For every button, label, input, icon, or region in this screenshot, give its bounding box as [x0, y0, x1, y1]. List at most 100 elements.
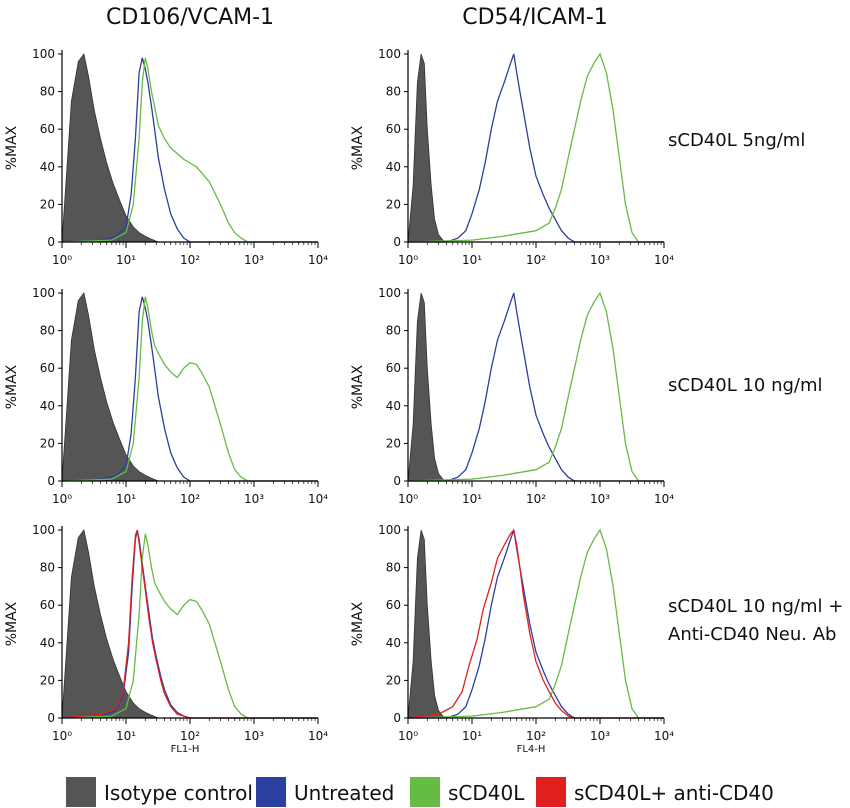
- series-isotype-area: [407, 292, 447, 482]
- series-untreated-line: [408, 529, 664, 719]
- legend: Isotype control Untreated sCD40L sCD40L+…: [66, 777, 774, 807]
- series-untreated-line: [408, 53, 664, 243]
- x-tick-label: 10³: [244, 492, 264, 506]
- x-tick-label: 10¹: [462, 492, 482, 506]
- row-label-3-line-2: Anti-CD40 Neu. Ab: [668, 624, 836, 645]
- x-tick-label: 10¹: [116, 729, 136, 743]
- y-axis-label: %MAX: [4, 364, 20, 409]
- x-tick-label: 10³: [590, 492, 610, 506]
- x-tick-label: 10⁴: [654, 492, 674, 506]
- y-tick-label: 0: [393, 474, 401, 488]
- x-tick-label: 10²: [180, 492, 200, 506]
- x-tick-label: 10¹: [462, 729, 482, 743]
- x-axis-label: FL1-H: [171, 744, 200, 755]
- series-isotype-area: [407, 53, 447, 243]
- series-anti-line: [407, 528, 664, 719]
- y-tick-label: 0: [47, 235, 55, 249]
- x-tick-label: 10²: [526, 253, 546, 267]
- legend-swatch-anti-cd40: [536, 777, 566, 807]
- y-axis-label: %MAX: [350, 125, 366, 170]
- series-isotype-area: [407, 529, 447, 719]
- y-tick-label: 80: [40, 85, 55, 99]
- x-tick-label: 10⁴: [308, 492, 328, 506]
- y-tick-label: 20: [386, 197, 401, 211]
- y-tick-label: 60: [386, 598, 401, 612]
- x-tick-label: 10³: [590, 729, 610, 743]
- row-label-1: sCD40L 5ng/ml: [668, 130, 805, 151]
- row-label-3-line-1: sCD40L 10 ng/ml +: [668, 596, 843, 617]
- column-title-vcam: CD106/VCAM-1: [106, 5, 274, 30]
- legend-label-untreated: Untreated: [294, 781, 394, 805]
- x-tick-label: 10⁴: [654, 729, 674, 743]
- y-tick-label: 40: [386, 636, 401, 650]
- y-tick-label: 100: [378, 523, 401, 537]
- y-axis-label: %MAX: [350, 364, 366, 409]
- series-isotype-area: [61, 529, 159, 719]
- y-tick-label: 40: [40, 636, 55, 650]
- y-tick-label: 80: [386, 561, 401, 575]
- x-tick-label: 10⁰: [52, 729, 72, 743]
- y-tick-label: 60: [40, 361, 55, 375]
- panel-3: 0 20 40 60 80 100 10⁰ 10¹ 10² 10³ 10⁴ %MAX: [4, 286, 328, 506]
- legend-label-isotype: Isotype control: [104, 781, 253, 805]
- y-tick-label: 100: [32, 286, 55, 300]
- y-tick-label: 80: [40, 324, 55, 338]
- x-tick-label: 10¹: [116, 492, 136, 506]
- x-tick-label: 10²: [526, 729, 546, 743]
- y-tick-label: 60: [40, 122, 55, 136]
- legend-label-anti-cd40: sCD40L+ anti-CD40: [574, 781, 774, 805]
- y-axis-label: %MAX: [4, 601, 20, 646]
- y-axis-label: %MAX: [350, 601, 366, 646]
- x-axis-label: FL4-H: [517, 744, 546, 755]
- y-tick-label: 80: [386, 324, 401, 338]
- column-title-icam: CD54/ICAM-1: [462, 5, 608, 30]
- x-tick-label: 10²: [526, 492, 546, 506]
- x-tick-label: 10³: [244, 729, 264, 743]
- panel-5: 0 20 40 60 80 100 10⁰ 10¹ 10² 10³ 10⁴ %MAX FL1-H: [4, 523, 328, 755]
- y-tick-label: 100: [378, 47, 401, 61]
- x-tick-label: 10¹: [116, 253, 136, 267]
- x-tick-label: 10⁴: [654, 253, 674, 267]
- y-tick-label: 100: [378, 286, 401, 300]
- series-sCD40L-line: [407, 291, 664, 482]
- x-tick-label: 10⁰: [398, 253, 418, 267]
- x-tick-label: 10²: [180, 253, 200, 267]
- series-sCD40L-line: [407, 52, 664, 243]
- x-tick-label: 10⁴: [308, 729, 328, 743]
- y-tick-label: 20: [40, 673, 55, 687]
- x-tick-label: 10³: [244, 253, 264, 267]
- histogram-panels: 0 20 40 60 80 100 10⁰ 10¹ 10² 10³ 10⁴ %MAX 0 20 40 60 80…: [4, 47, 674, 755]
- y-tick-label: 0: [47, 474, 55, 488]
- series-untreated-line: [408, 292, 664, 482]
- y-axis-label: %MAX: [4, 125, 20, 170]
- y-tick-label: 0: [393, 711, 401, 725]
- series-isotype-area: [61, 53, 159, 243]
- y-tick-label: 80: [386, 85, 401, 99]
- series-untreated-line: [61, 296, 318, 482]
- y-tick-label: 20: [40, 197, 55, 211]
- y-tick-label: 60: [386, 361, 401, 375]
- legend-swatch-untreated: [256, 777, 286, 807]
- panel-1: 0 20 40 60 80 100 10⁰ 10¹ 10² 10³ 10⁴ %MAX: [4, 47, 328, 267]
- legend-label-scd40l: sCD40L: [448, 781, 525, 805]
- legend-swatch-scd40l: [410, 777, 440, 807]
- y-tick-label: 60: [386, 122, 401, 136]
- x-tick-label: 10⁰: [398, 729, 418, 743]
- series-untreated-line: [61, 57, 318, 243]
- series-sCD40L-line: [61, 296, 318, 482]
- y-tick-label: 20: [40, 436, 55, 450]
- x-tick-label: 10⁰: [52, 492, 72, 506]
- y-tick-label: 100: [32, 523, 55, 537]
- x-tick-label: 10⁴: [308, 253, 328, 267]
- row-label-2: sCD40L 10 ng/ml: [668, 375, 823, 396]
- panel-4: 0 20 40 60 80 100 10⁰ 10¹ 10² 10³ 10⁴ %MAX: [350, 286, 674, 506]
- y-tick-label: 20: [386, 436, 401, 450]
- series-sCD40L-line: [407, 528, 664, 719]
- x-tick-label: 10⁰: [52, 253, 72, 267]
- x-tick-label: 10²: [180, 729, 200, 743]
- y-tick-label: 80: [40, 561, 55, 575]
- legend-swatch-isotype: [66, 777, 96, 807]
- x-tick-label: 10⁰: [398, 492, 418, 506]
- panel-2: 0 20 40 60 80 100 10⁰ 10¹ 10² 10³ 10⁴ %MAX: [350, 47, 674, 267]
- series-sCD40L-line: [61, 533, 318, 719]
